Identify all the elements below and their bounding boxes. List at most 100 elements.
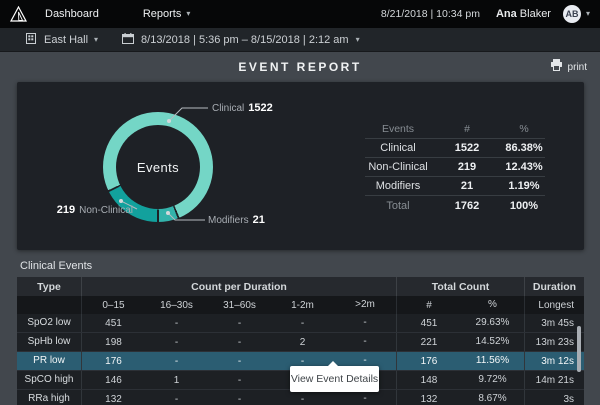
- event-type: SpO2 low: [17, 314, 82, 332]
- event-row[interactable]: SpO2 low 451 - - - - 451 29.63% 3m 45s: [17, 314, 584, 333]
- scrollbar-thumb[interactable]: [577, 326, 581, 372]
- count-cell: -: [334, 314, 397, 332]
- user-menu-chevron-down-icon[interactable]: ▾: [585, 9, 590, 18]
- clinical-callout: Clinical 1522: [212, 102, 273, 114]
- table-sub-header-row: 0–15 16–30s 31–60s 1-2m >2m # % Longest: [17, 296, 584, 314]
- count-cell: -: [237, 336, 242, 348]
- percent-cell: 11.56%: [461, 352, 525, 370]
- nav-dashboard[interactable]: Dashboard: [45, 8, 99, 20]
- count-cell: -: [237, 317, 242, 329]
- user-first-name: Ana: [495, 8, 517, 20]
- count-cell: -: [334, 352, 397, 370]
- chevron-down-icon: ▾: [186, 9, 191, 18]
- total-count-cell: 176: [420, 355, 438, 367]
- page-title: EVENT REPORT: [238, 60, 362, 74]
- nav-reports-label: Reports: [142, 8, 182, 20]
- nav-right-group: 8/21/2018 | 10:34 pm Ana Blaker AB ▾: [381, 0, 590, 28]
- subheader-empty: [17, 296, 82, 314]
- clinical-callout-label: Clinical: [212, 102, 245, 114]
- total-count-cell: 451: [420, 317, 438, 329]
- event-report-panel: Events Clinical 1522 219 Non-Clinical: [17, 82, 584, 250]
- event-type: RRa high: [17, 390, 82, 405]
- count-cell: -: [300, 355, 305, 367]
- facility-name: East Hall: [44, 33, 89, 46]
- longest-duration-cell: 14m 21s: [535, 374, 574, 386]
- count-cell: -: [237, 393, 242, 405]
- tooltip-label: View Event Details: [290, 373, 379, 385]
- summary-count: 1522: [454, 142, 480, 154]
- column-header-total-count: Total Count: [397, 277, 525, 296]
- count-cell: 1: [173, 374, 180, 386]
- count-cell: 176: [105, 355, 122, 367]
- count-cell: 198: [105, 336, 122, 348]
- summary-row-total: Total 1762 100%: [365, 196, 545, 215]
- longest-duration-cell: 3s: [563, 393, 574, 405]
- modifiers-callout-label: Modifiers: [208, 214, 249, 226]
- summary-percent: 1.19%: [508, 180, 540, 192]
- percent-cell: 29.63%: [461, 314, 525, 332]
- summary-count: 219: [457, 161, 477, 173]
- total-count-cell: 148: [420, 374, 438, 386]
- summary-label: Modifiers: [375, 180, 421, 192]
- facility-selector[interactable]: East Hall ▾: [26, 32, 98, 47]
- longest-duration-cell: 13m 23s: [535, 336, 574, 348]
- count-cell: -: [174, 393, 179, 405]
- count-cell: -: [174, 355, 179, 367]
- print-button[interactable]: print: [550, 52, 587, 82]
- summary-row-clinical: Clinical 1522 86.38%: [365, 139, 545, 158]
- percent-cell: 9.72%: [461, 371, 525, 389]
- table-group-header-row: Type Count per Duration Total Count Dura…: [17, 277, 584, 296]
- count-cell: -: [174, 336, 179, 348]
- total-count-cell: 132: [420, 393, 438, 405]
- user-name: Ana Blaker: [496, 8, 551, 20]
- count-cell: -: [300, 393, 305, 405]
- filter-bar: East Hall ▾ 8/13/2018 | 5:36 pm – 8/15/2…: [0, 28, 600, 52]
- event-type: SpCO high: [17, 371, 82, 389]
- date-range-selector[interactable]: 8/13/2018 | 5:36 pm – 8/15/2018 | 2:12 a…: [122, 32, 360, 47]
- count-cell: -: [174, 317, 179, 329]
- count-cell: 132: [105, 393, 122, 405]
- brand-logo-icon: [10, 6, 27, 22]
- summary-percent: 86.38%: [505, 142, 543, 154]
- event-row[interactable]: RRa high 132 - - - - 132 8.67% 3s: [17, 390, 584, 405]
- column-header-type: Type: [17, 277, 82, 296]
- count-cell: 2: [299, 336, 306, 348]
- column-header-count-per-duration: Count per Duration: [82, 277, 397, 296]
- event-type: SpHb low: [17, 333, 82, 351]
- clinical-callout-value: 1522: [248, 102, 273, 114]
- summary-header-events: Events: [381, 123, 415, 135]
- count-cell: -: [334, 333, 397, 351]
- events-summary-table: Events # % Clinical 1522 86.38% Non-Clin…: [365, 120, 545, 215]
- summary-percent: 12.43%: [505, 161, 543, 173]
- summary-count: 1762: [454, 199, 480, 212]
- subheader-1-2m: 1-2m: [291, 299, 314, 311]
- percent-cell: 14.52%: [461, 333, 525, 351]
- view-event-details-tooltip[interactable]: View Event Details: [290, 361, 379, 392]
- event-row[interactable]: SpHb low 198 - - 2 - 221 14.52% 13m 23s: [17, 333, 584, 352]
- percent-cell: 8.67%: [461, 390, 525, 405]
- user-last-name: Blaker: [516, 8, 551, 20]
- nav-reports[interactable]: Reports ▾: [143, 8, 191, 20]
- summary-header-count: #: [464, 123, 470, 135]
- total-count-cell: 221: [420, 336, 438, 348]
- subheader-longest: Longest: [538, 299, 574, 311]
- column-header-duration: Duration: [532, 280, 577, 293]
- subheader-31-60s: 31–60s: [223, 299, 256, 311]
- count-cell: -: [334, 390, 397, 405]
- event-row-selected[interactable]: PR low 176 - - - - 176 11.56% 3m 12s: [17, 352, 584, 371]
- avatar[interactable]: AB: [562, 5, 581, 23]
- subheader-gt2m: >2m: [334, 296, 397, 314]
- event-type: PR low: [17, 352, 82, 370]
- building-icon: [26, 32, 38, 47]
- count-cell: -: [237, 374, 242, 386]
- non-clinical-callout-value: 219: [56, 204, 76, 216]
- longest-duration-cell: 3m 12s: [541, 355, 574, 367]
- count-cell: -: [237, 355, 242, 367]
- non-clinical-callout: 219 Non-Clinical: [17, 204, 133, 216]
- subheader-16-30s: 16–30s: [160, 299, 193, 311]
- summary-label: Clinical: [380, 142, 416, 154]
- non-clinical-callout-label: Non-Clinical: [79, 204, 133, 216]
- summary-header-percent: %: [519, 123, 529, 135]
- subheader-percent: %: [461, 296, 525, 314]
